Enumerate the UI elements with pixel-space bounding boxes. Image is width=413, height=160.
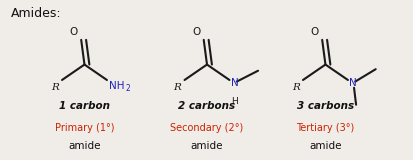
Text: 2 carbons: 2 carbons: [178, 101, 235, 111]
Text: Amides:: Amides:: [11, 7, 62, 20]
Text: Tertiary (3°): Tertiary (3°): [296, 123, 354, 133]
Text: O: O: [69, 27, 78, 37]
Text: Secondary (2°): Secondary (2°): [170, 123, 243, 133]
Text: 3 carbons: 3 carbons: [296, 101, 353, 111]
Text: 2: 2: [126, 84, 130, 93]
Text: 1 carbon: 1 carbon: [59, 101, 110, 111]
Text: N: N: [230, 78, 238, 88]
Text: N: N: [348, 78, 356, 88]
Text: Primary (1°): Primary (1°): [55, 123, 114, 133]
Text: amide: amide: [190, 141, 223, 151]
Text: R: R: [173, 83, 181, 92]
Text: O: O: [310, 27, 318, 37]
Text: O: O: [192, 27, 200, 37]
Text: NH: NH: [109, 81, 124, 91]
Text: amide: amide: [68, 141, 100, 151]
Text: H: H: [230, 97, 237, 106]
Text: R: R: [291, 83, 299, 92]
Text: R: R: [51, 83, 59, 92]
Text: amide: amide: [309, 141, 341, 151]
